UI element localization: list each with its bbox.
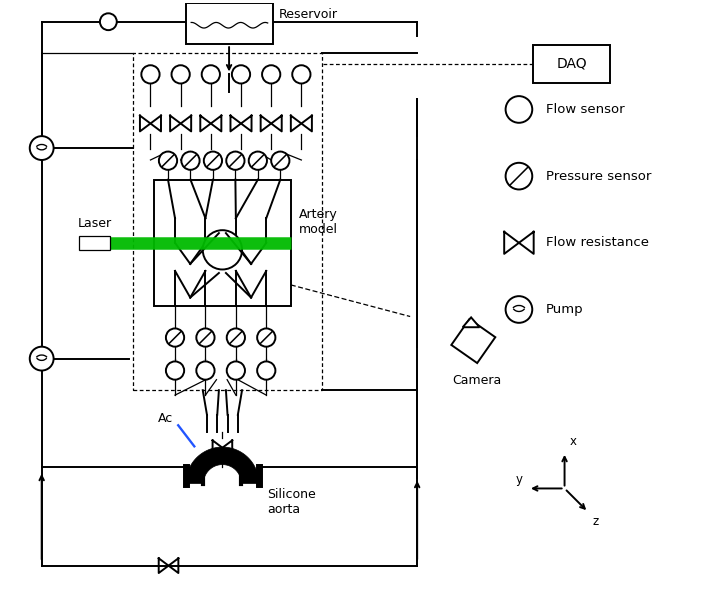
Circle shape: [30, 347, 54, 371]
Text: Pressure sensor: Pressure sensor: [546, 170, 651, 183]
Circle shape: [166, 329, 184, 347]
Circle shape: [196, 361, 215, 380]
Circle shape: [30, 136, 54, 160]
Circle shape: [100, 13, 117, 30]
Text: x: x: [569, 435, 576, 448]
Text: Silicone
aorta: Silicone aorta: [268, 488, 316, 516]
Circle shape: [506, 96, 532, 123]
Text: Flow sensor: Flow sensor: [546, 103, 624, 116]
Circle shape: [202, 65, 220, 84]
Circle shape: [506, 296, 532, 323]
Circle shape: [227, 361, 245, 380]
Circle shape: [257, 361, 275, 380]
Text: Artery
model: Artery model: [299, 208, 338, 236]
Circle shape: [292, 65, 311, 84]
Circle shape: [232, 65, 250, 84]
Text: DAQ: DAQ: [556, 57, 587, 71]
Text: Laser: Laser: [77, 216, 111, 229]
Circle shape: [166, 361, 184, 380]
Circle shape: [227, 329, 245, 347]
Text: Flow resistance: Flow resistance: [546, 236, 649, 249]
Bar: [185, 3, 273, 44]
Circle shape: [196, 329, 215, 347]
Circle shape: [202, 230, 242, 269]
Bar: [133, 53, 322, 390]
Bar: [533, 44, 610, 83]
Text: Pump: Pump: [546, 303, 583, 316]
Circle shape: [506, 163, 532, 190]
Bar: [154, 180, 291, 306]
Circle shape: [227, 152, 244, 170]
Circle shape: [142, 65, 159, 84]
Circle shape: [257, 329, 275, 347]
Bar: [79, 236, 110, 250]
Polygon shape: [463, 317, 479, 327]
Text: Ac: Ac: [158, 412, 173, 425]
Circle shape: [262, 65, 280, 84]
Circle shape: [181, 152, 200, 170]
Circle shape: [171, 65, 190, 84]
Polygon shape: [186, 447, 259, 483]
Text: Camera: Camera: [452, 374, 501, 387]
Circle shape: [159, 152, 177, 170]
Text: z: z: [593, 515, 599, 528]
Text: y: y: [516, 473, 523, 486]
Circle shape: [249, 152, 267, 170]
Circle shape: [271, 152, 290, 170]
Bar: [451, 319, 496, 363]
Text: Reservoir: Reservoir: [279, 8, 338, 21]
Circle shape: [204, 152, 222, 170]
